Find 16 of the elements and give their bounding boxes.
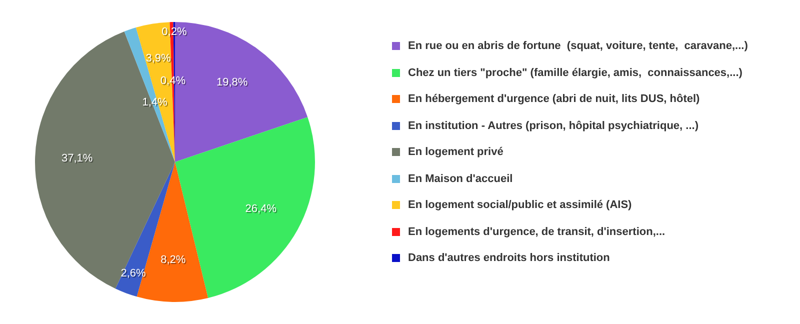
data-label: 1,4%: [143, 97, 169, 110]
legend-label: En institution - Autres (prison, hôpital psychiatrique, ...): [408, 120, 698, 132]
data-label: 3,9%: [146, 53, 172, 66]
legend-label: En hébergement d'urgence (abri de nuit, lits DUS, hôtel): [408, 93, 700, 105]
data-label: 19,8%: [218, 77, 249, 90]
data-label: 8,2%: [162, 255, 187, 268]
legend-label: En logement social/public et assimilé (AIS): [408, 199, 632, 211]
legend-label: Dans d'autres endroits hors institution: [408, 252, 610, 264]
legend-label: En logements d'urgence, de transit, d'insertion,...: [408, 226, 666, 238]
legend-label: Chez un tiers "proche" (famille élargie, amis, connaissances,...): [408, 66, 742, 78]
data-label: 0,2%: [162, 26, 188, 39]
data-label: 37,1%: [62, 154, 94, 166]
legend-label: En Maison d'accueil: [408, 172, 513, 184]
legend-label: En rue ou en abris de fortune (squat, voiture, tente, caravane,...): [408, 40, 748, 52]
data-label: 26,4%: [246, 204, 278, 216]
legend-label: En logement privé: [408, 146, 504, 158]
